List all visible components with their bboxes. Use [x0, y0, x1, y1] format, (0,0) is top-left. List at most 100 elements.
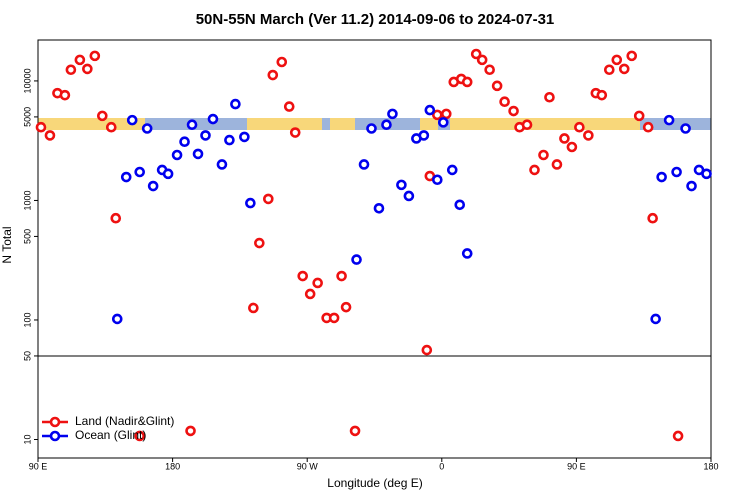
y-axis-label: N Total [0, 226, 14, 263]
point [421, 344, 433, 356]
point [230, 98, 241, 110]
point [387, 108, 398, 120]
y-tick-label: 10 [22, 434, 32, 444]
point [529, 164, 540, 176]
point [604, 64, 615, 76]
point [650, 313, 661, 325]
point [59, 89, 71, 101]
point [65, 64, 77, 76]
land-band [330, 118, 355, 130]
point [559, 133, 570, 144]
point [642, 121, 654, 133]
point [141, 123, 153, 134]
point [470, 48, 482, 60]
point [454, 199, 466, 211]
y-tick-label: 5000 [22, 107, 32, 127]
point [276, 56, 288, 68]
point [476, 54, 488, 66]
point [633, 110, 645, 122]
point [283, 101, 295, 112]
y-tick-label: 50 [22, 351, 32, 361]
point [440, 108, 452, 120]
point [179, 136, 190, 148]
point [147, 180, 159, 192]
point [224, 134, 235, 146]
point [340, 301, 352, 313]
point [484, 64, 495, 76]
point [611, 54, 623, 66]
y-tick-label: 100 [22, 312, 32, 327]
point [192, 148, 204, 160]
point [618, 63, 630, 75]
point [200, 130, 211, 141]
point [185, 425, 196, 437]
point [134, 166, 145, 178]
point [312, 277, 323, 289]
point [336, 270, 347, 282]
point [120, 171, 132, 183]
point [491, 80, 503, 92]
legend-marker [49, 416, 61, 428]
point [89, 50, 101, 62]
point [583, 130, 594, 141]
point [508, 105, 519, 117]
point [216, 159, 228, 170]
x-tick-label: 180 [703, 461, 718, 471]
point [396, 179, 407, 191]
point [403, 190, 415, 202]
point [171, 149, 183, 161]
point [671, 166, 682, 178]
point [186, 119, 198, 131]
point [44, 130, 56, 141]
point [349, 425, 361, 437]
plot-frame [37, 39, 712, 459]
point [551, 159, 563, 170]
point [82, 63, 93, 75]
point [97, 110, 108, 122]
land-band [38, 118, 145, 130]
point [289, 127, 301, 138]
point [424, 104, 436, 116]
chart-title: 50N-55N March (Ver 11.2) 2014-09-06 to 2… [196, 11, 555, 28]
point [328, 312, 340, 324]
point [358, 159, 370, 170]
point [239, 131, 250, 143]
y-tick-label: 500 [22, 229, 32, 244]
point [446, 164, 458, 176]
x-axis-label: Longitude (deg E) [327, 476, 422, 490]
point [663, 114, 675, 126]
legend-marker [49, 430, 61, 442]
x-tick-label: 90 W [297, 461, 319, 471]
point [254, 237, 265, 249]
point [596, 89, 608, 101]
point [110, 212, 122, 224]
point [538, 149, 549, 161]
point [544, 91, 555, 103]
point [686, 180, 697, 192]
point [521, 119, 533, 131]
x-tick-label: 90 E [567, 461, 586, 471]
point [381, 119, 392, 131]
x-tick-label: 0 [439, 461, 444, 471]
point [373, 202, 385, 214]
point [432, 174, 443, 186]
land-band [450, 118, 640, 130]
point [263, 193, 274, 205]
point [351, 254, 362, 265]
point [437, 117, 449, 128]
point [574, 121, 585, 133]
point [162, 168, 174, 180]
point [680, 123, 691, 134]
point [656, 171, 667, 183]
legend-label: Ocean (Glint) [75, 428, 146, 442]
point [267, 69, 279, 81]
point [126, 114, 138, 126]
x-tick-label: 90 E [29, 461, 48, 471]
point [647, 212, 658, 224]
point [626, 50, 638, 62]
point [304, 288, 316, 300]
point [297, 270, 309, 282]
point [207, 113, 219, 125]
point [461, 248, 473, 259]
land-band [420, 118, 438, 130]
